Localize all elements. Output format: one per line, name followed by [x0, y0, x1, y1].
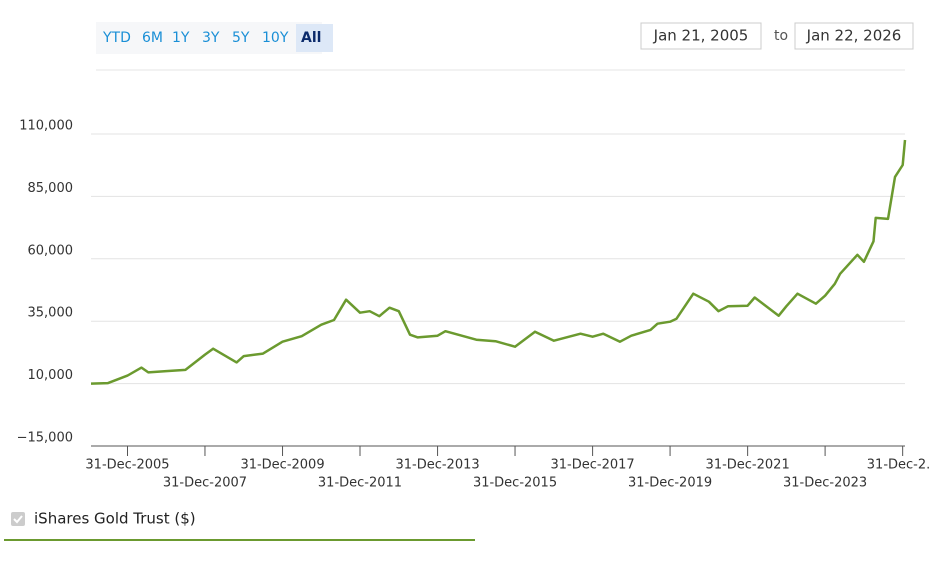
- x-tick-label: 31-Dec-2023: [783, 476, 867, 491]
- date-separator: to: [774, 28, 788, 44]
- x-tick-label: 31-Dec-2013: [395, 458, 479, 473]
- x-tick-label: 31-Dec-2017: [551, 458, 635, 473]
- date-from-box[interactable]: [640, 22, 762, 50]
- range-button[interactable]: 1Y: [172, 30, 190, 46]
- range-button[interactable]: 10Y: [262, 30, 289, 46]
- range-button[interactable]: 6M: [142, 30, 163, 46]
- y-tick-label: 85,000: [28, 181, 74, 196]
- y-tick-label: 10,000: [28, 368, 74, 383]
- y-tick-label: 110,000: [19, 119, 73, 134]
- range-button[interactable]: 5Y: [232, 30, 250, 46]
- data-line: [90, 139, 907, 385]
- legend-label[interactable]: iShares Gold Trust ($): [34, 510, 196, 528]
- range-button-bg: [296, 24, 333, 52]
- date-to-box[interactable]: [794, 22, 914, 50]
- date-to[interactable]: Jan 22, 2026: [806, 27, 902, 45]
- y-tick-label: 60,000: [28, 243, 74, 258]
- x-tick-label: 31-Dec-2019: [628, 476, 712, 491]
- x-tick-label: 31-Dec-2021: [706, 458, 790, 473]
- range-button[interactable]: 3Y: [202, 30, 220, 46]
- x-tick-label: 31-Dec-2...: [867, 458, 930, 473]
- x-tick-label: 31-Dec-2009: [240, 458, 324, 473]
- y-tick-label: −15,000: [17, 431, 73, 446]
- y-tick-label: 35,000: [28, 306, 74, 321]
- check-mark: [13, 515, 23, 524]
- date-from[interactable]: Jan 21, 2005: [653, 27, 749, 45]
- x-tick-label: 31-Dec-2015: [473, 476, 557, 491]
- x-tick-label: 31-Dec-2011: [318, 476, 402, 491]
- range-button[interactable]: All: [301, 30, 321, 46]
- legend-checkbox[interactable]: [11, 512, 25, 526]
- range-bar: [96, 22, 322, 54]
- x-tick-label: 31-Dec-2007: [163, 476, 247, 491]
- range-button[interactable]: YTD: [102, 30, 131, 46]
- x-tick-label: 31-Dec-2005: [85, 458, 169, 473]
